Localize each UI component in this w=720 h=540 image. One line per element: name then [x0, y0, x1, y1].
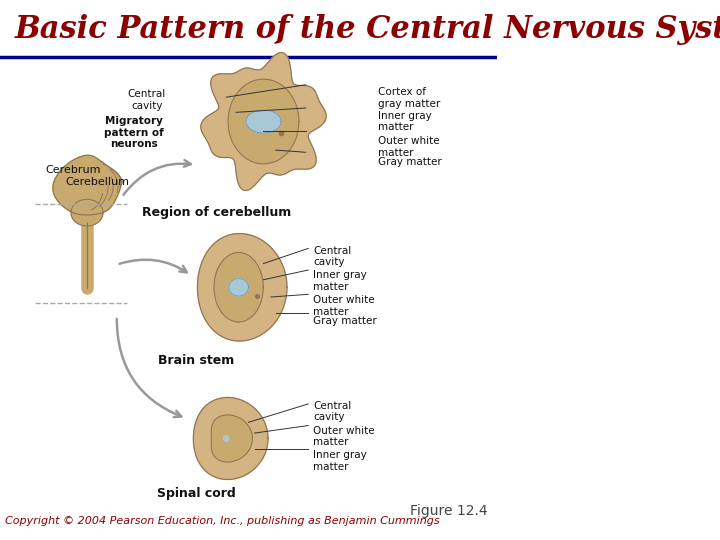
- Text: Copyright © 2004 Pearson Education, Inc., publishing as Benjamin Cummings: Copyright © 2004 Pearson Education, Inc.…: [5, 516, 440, 526]
- Polygon shape: [197, 234, 287, 341]
- Text: Inner gray
matter: Inner gray matter: [378, 111, 431, 132]
- Polygon shape: [53, 156, 121, 215]
- Polygon shape: [229, 279, 248, 296]
- Text: Central
cavity: Central cavity: [127, 89, 166, 111]
- Text: Cerebrum: Cerebrum: [46, 165, 102, 175]
- Polygon shape: [201, 52, 326, 191]
- Text: Cortex of
gray matter: Cortex of gray matter: [378, 87, 440, 109]
- Text: Brain stem: Brain stem: [158, 354, 235, 367]
- Polygon shape: [224, 436, 229, 441]
- Polygon shape: [71, 199, 103, 226]
- Text: Outer white
matter: Outer white matter: [313, 295, 375, 317]
- Text: Inner gray
matter: Inner gray matter: [313, 450, 367, 472]
- Text: Inner gray
matter: Inner gray matter: [313, 270, 367, 292]
- Text: Outer white
matter: Outer white matter: [313, 426, 375, 447]
- Polygon shape: [228, 79, 299, 164]
- Text: Figure 12.4: Figure 12.4: [410, 504, 487, 518]
- Text: Region of cerebellum: Region of cerebellum: [142, 206, 291, 219]
- Text: Gray matter: Gray matter: [313, 316, 377, 326]
- Polygon shape: [194, 397, 268, 480]
- Text: Central
cavity: Central cavity: [313, 246, 351, 267]
- Polygon shape: [214, 253, 264, 322]
- Text: Spinal cord: Spinal cord: [157, 487, 235, 500]
- Polygon shape: [246, 110, 281, 133]
- Text: Outer white
matter: Outer white matter: [378, 136, 439, 158]
- Text: Central
cavity: Central cavity: [313, 401, 351, 422]
- Text: Cerebellum: Cerebellum: [65, 177, 129, 187]
- Text: Migratory
pattern of
neurons: Migratory pattern of neurons: [104, 116, 164, 149]
- Text: Gray matter: Gray matter: [378, 157, 441, 167]
- Polygon shape: [211, 415, 253, 462]
- Text: Basic Pattern of the Central Nervous System: Basic Pattern of the Central Nervous Sys…: [15, 14, 720, 45]
